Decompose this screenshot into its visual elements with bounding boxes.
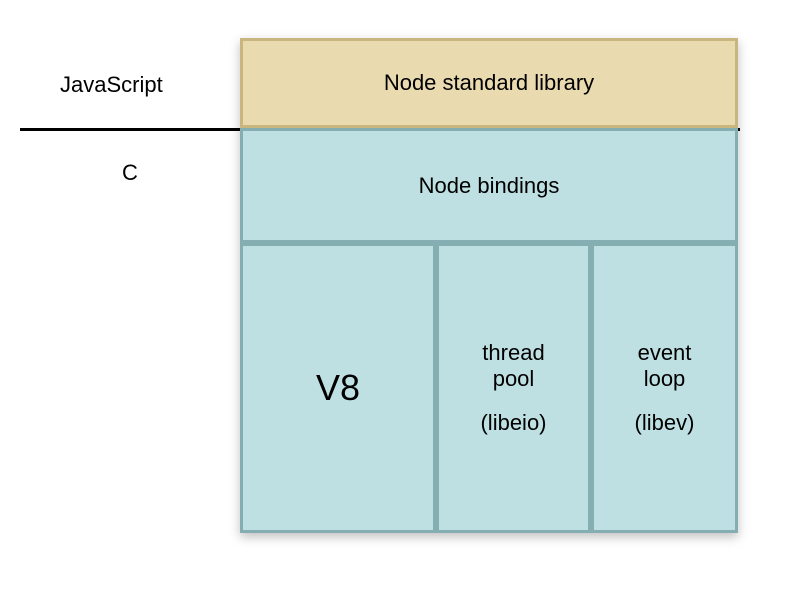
layer-eventloop-line1: event: [638, 340, 692, 366]
layer-stdlib-text: Node standard library: [384, 70, 594, 96]
layer-bindings-text: Node bindings: [419, 173, 560, 199]
label-javascript: JavaScript: [60, 72, 163, 98]
stack-container: Node standard library Node bindings V8 t…: [240, 38, 738, 533]
layer-v8: V8: [240, 243, 436, 533]
node-architecture-diagram: JavaScript C Node standard library Node …: [0, 0, 800, 600]
layer-eventloop-sub: (libev): [635, 410, 695, 436]
layer-eventloop-line2: loop: [644, 366, 686, 392]
layer-v8-text: V8: [316, 367, 360, 409]
layer-threadpool-line1: thread: [482, 340, 544, 366]
layer-eventloop: event loop (libev): [591, 243, 738, 533]
layer-threadpool: thread pool (libeio): [436, 243, 591, 533]
layer-threadpool-line2: pool: [493, 366, 535, 392]
label-c: C: [122, 160, 138, 186]
layer-stdlib: Node standard library: [240, 38, 738, 128]
layer-threadpool-sub: (libeio): [480, 410, 546, 436]
layer-bindings: Node bindings: [240, 128, 738, 243]
